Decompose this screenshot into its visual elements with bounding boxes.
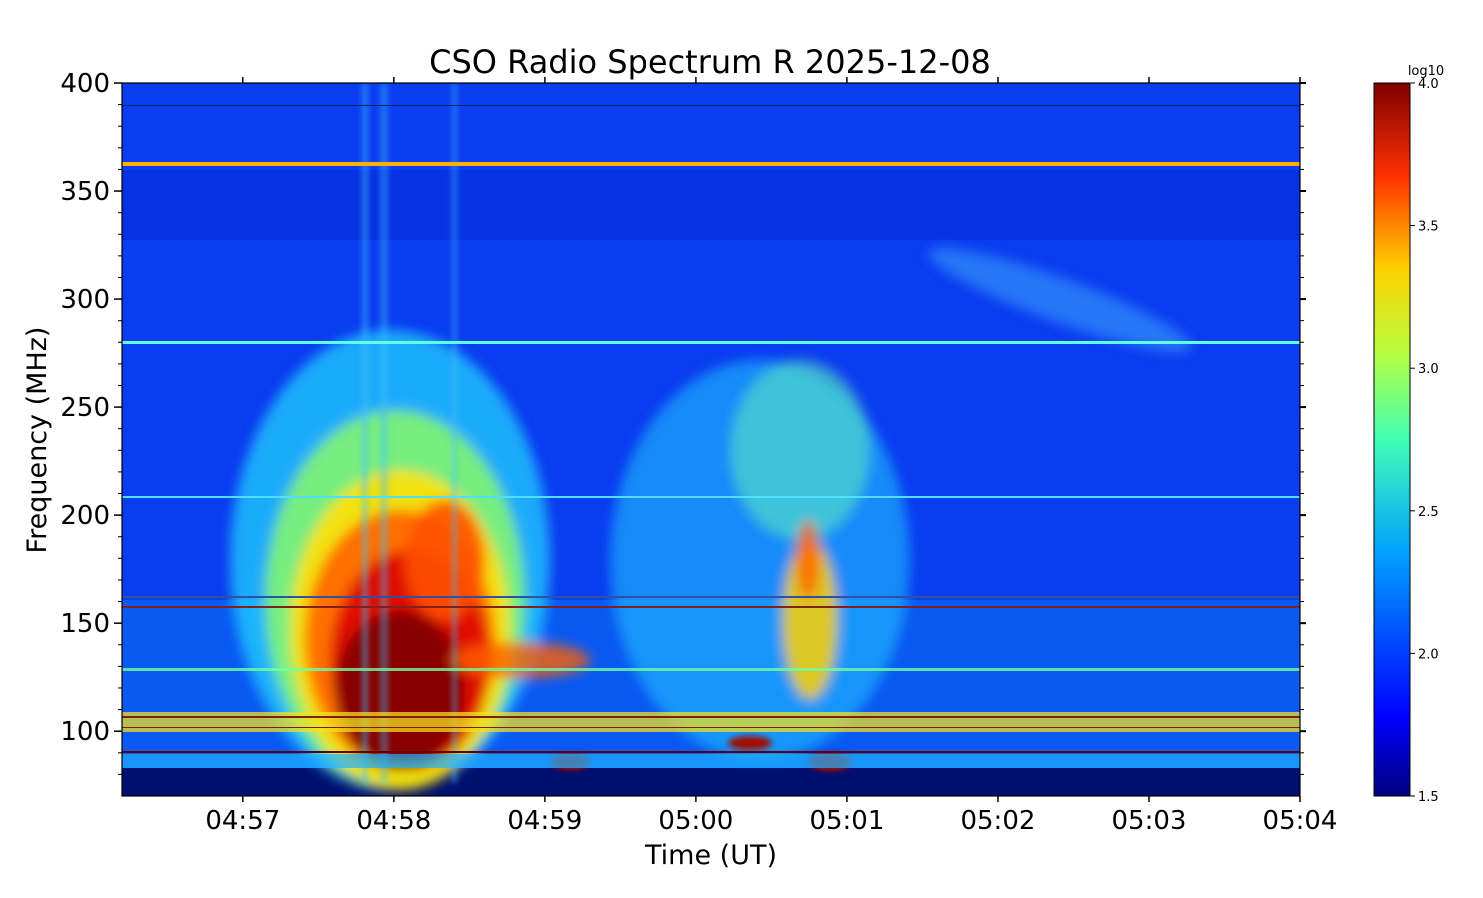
colorbar-tick-label: 3.0: [1418, 362, 1439, 377]
spectrogram-upper-band: [122, 170, 1300, 240]
x-tick-label: 04:59: [507, 806, 582, 836]
rfi-lines: [122, 105, 1300, 768]
colorbar-tick-label: 3.5: [1418, 220, 1439, 235]
x-tick-label: 04:58: [356, 806, 431, 836]
plot-area: [122, 83, 1300, 796]
rfi-line-162: [122, 596, 1300, 598]
rfi-band-105: [122, 712, 1300, 732]
low-freq-spot: [728, 736, 772, 750]
rfi-line-157: [122, 606, 1300, 608]
y-tick-label: 150: [60, 609, 110, 639]
x-tick-label: 05:03: [1112, 806, 1187, 836]
colorbar-tick-label: 2.5: [1418, 505, 1439, 520]
rfi-line-390: [122, 105, 1300, 106]
colorbar-gradient: [1373, 82, 1411, 797]
x-tick-label: 05:00: [658, 806, 733, 836]
y-tick-label: 300: [60, 285, 110, 315]
chart-title: CSO Radio Spectrum R 2025-12-08: [429, 43, 991, 81]
rfi-band-85: [122, 754, 1300, 768]
x-tick-label: 04:57: [205, 806, 280, 836]
rfi-line-128: [122, 668, 1300, 671]
rfi-line-100: [122, 716, 1300, 718]
spectrogram-bottom-edge: [122, 768, 1300, 796]
x-axis-label: Time (UT): [644, 840, 777, 871]
y-tick-label: 350: [60, 177, 110, 207]
later-burst-yellow: [782, 540, 838, 700]
y-tick-label: 200: [60, 501, 110, 531]
burst-core-darkred: [335, 610, 465, 770]
burst-tail-orange: [450, 642, 590, 678]
rfi-line-362: [122, 162, 1300, 166]
y-axis-label: Frequency (MHz): [22, 327, 53, 554]
plot-frame: [121, 82, 1301, 797]
colorbar: log10 4.0 3.5 3.0 2.5 2.0 1.5: [1373, 64, 1444, 805]
y-tick-label: 400: [60, 69, 110, 99]
later-burst-green: [730, 360, 870, 540]
burst-streak: [362, 83, 368, 783]
burst-streak: [380, 83, 388, 783]
colorbar-ticks: 4.0 3.5 3.0 2.5 2.0 1.5: [1410, 77, 1439, 805]
y-tick-label: 100: [60, 717, 110, 747]
x-axis: 04:57 04:58 04:59 05:00 05:01 05:02 05:03 05:04: [205, 77, 1337, 836]
y-axis: 400 350 300 250 200 150 100: [60, 69, 1306, 775]
y-tick-label: 250: [60, 393, 110, 423]
colorbar-tick-label: 1.5: [1418, 790, 1439, 805]
rfi-line-97: [122, 727, 1300, 728]
rfi-line-280: [122, 341, 1300, 344]
x-tick-label: 05:01: [809, 806, 884, 836]
burst-streak: [452, 83, 457, 783]
burst-upper-red: [405, 500, 485, 620]
drift-feature: [928, 247, 1192, 353]
colorbar-unit: log10: [1408, 64, 1444, 79]
colorbar-tick-label: 4.0: [1418, 77, 1439, 92]
later-burst-orange: [796, 520, 820, 600]
rfi-line-208: [122, 496, 1300, 498]
x-tick-label: 05:02: [960, 806, 1035, 836]
colorbar-tick-label: 2.0: [1418, 647, 1439, 662]
x-tick-label: 05:04: [1263, 806, 1338, 836]
rfi-line-92: [122, 751, 1300, 753]
